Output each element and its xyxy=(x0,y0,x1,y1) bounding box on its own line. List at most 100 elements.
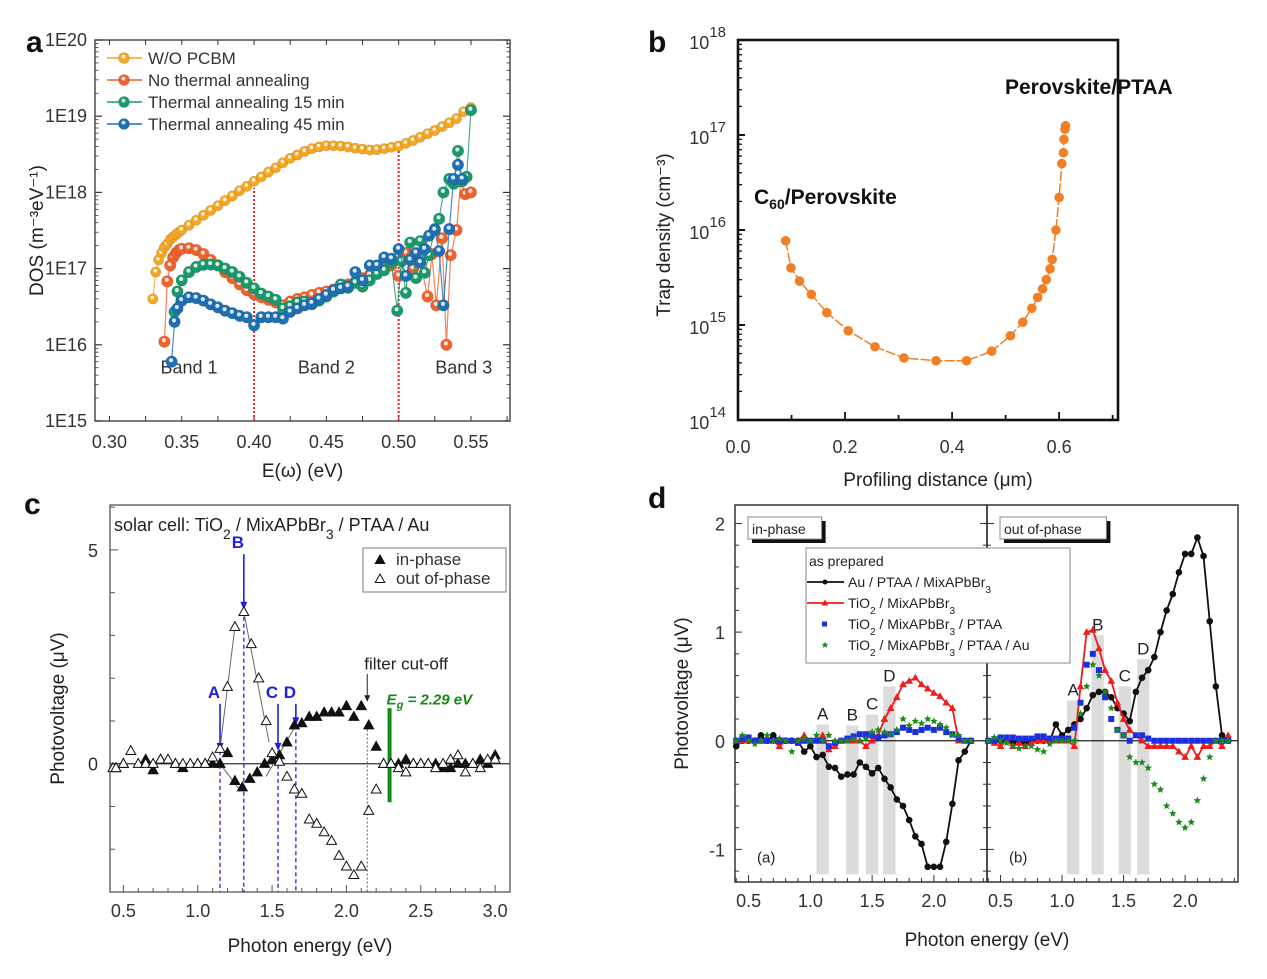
data-point xyxy=(190,214,202,226)
data-point xyxy=(812,731,821,739)
data-point xyxy=(961,736,969,744)
data-point xyxy=(399,286,412,299)
marker-C: C xyxy=(266,683,282,892)
data-point xyxy=(786,263,796,273)
data-point xyxy=(270,162,282,174)
marker-highlight xyxy=(302,148,306,152)
x-tick-label: 3.0 xyxy=(483,901,508,921)
data-point xyxy=(794,736,802,744)
data-point xyxy=(899,680,907,688)
marker-highlight xyxy=(229,309,234,314)
data-point xyxy=(340,699,353,711)
data-point xyxy=(813,753,820,761)
data-point xyxy=(912,729,919,736)
data-point xyxy=(349,265,362,279)
data-point xyxy=(191,757,204,768)
marker-highlight xyxy=(193,294,198,299)
data-point xyxy=(161,275,174,288)
legend-label: TiO2 / MixAPbBr3 / PTAA xyxy=(848,616,1003,638)
panel-a: a 1E15 1E16 1E17 1E18 1E19 1E20 0.30 0.35 0.40 0.4… xyxy=(26,26,511,482)
filter-cutoff-label: filter cut-off xyxy=(364,655,448,674)
marker-highlight xyxy=(179,276,184,281)
marker-highlight xyxy=(424,293,430,298)
marker-highlight xyxy=(121,98,126,103)
data-point xyxy=(893,729,900,736)
data-point xyxy=(918,726,925,733)
data-point xyxy=(825,731,833,739)
marker-highlight xyxy=(222,265,227,270)
data-point xyxy=(400,753,412,764)
data-point xyxy=(447,172,460,186)
data-point xyxy=(325,834,338,845)
marker-highlight xyxy=(200,250,205,255)
y-axis-title: Photovoltage (μV) xyxy=(672,617,693,769)
data-point xyxy=(377,757,390,768)
marker-highlight xyxy=(433,301,438,306)
x-tick-label: 2.0 xyxy=(1173,891,1198,911)
marker-highlight xyxy=(200,261,205,266)
data-point xyxy=(281,770,293,781)
marker-highlight xyxy=(432,226,437,231)
legend-swatch xyxy=(374,572,386,583)
y-tick-label: 1E18 xyxy=(45,182,87,202)
data-point xyxy=(348,710,360,721)
data-point xyxy=(1224,736,1232,744)
legend-swatch-marker xyxy=(118,74,130,86)
data-point xyxy=(212,200,224,212)
data-point xyxy=(775,742,784,749)
series-line xyxy=(173,110,472,312)
data-point xyxy=(1193,796,1202,804)
band-label: D xyxy=(1137,639,1149,658)
marker-highlight xyxy=(294,304,299,310)
data-point xyxy=(1125,725,1134,733)
data-point xyxy=(862,742,870,749)
data-point xyxy=(1181,753,1189,760)
marker-highlight xyxy=(251,178,256,182)
data-point xyxy=(831,736,839,744)
legend-swatch-marker xyxy=(821,599,829,606)
data-point xyxy=(404,236,417,249)
data-point xyxy=(1071,724,1078,731)
data-point xyxy=(1032,292,1043,303)
chart-title: solar cell: TiO2 / MixAPbBr3 / PTAA / Au xyxy=(114,515,429,542)
marker-highlight xyxy=(413,274,418,279)
data-point xyxy=(310,817,323,828)
marker-arrow-head xyxy=(292,717,300,726)
data-point xyxy=(1125,753,1134,761)
data-point xyxy=(849,734,858,742)
y-tick-label: 2 xyxy=(715,514,725,534)
marker-highlight xyxy=(200,297,205,302)
data-point xyxy=(881,775,888,783)
data-point xyxy=(252,671,265,683)
data-point xyxy=(437,299,450,312)
data-point xyxy=(1095,671,1103,679)
legend-swatch-marker xyxy=(822,579,828,585)
data-point xyxy=(340,860,353,871)
marker-highlight xyxy=(265,293,270,298)
data-point xyxy=(1144,763,1152,772)
data-point xyxy=(1138,758,1146,766)
series-3 xyxy=(984,660,1232,831)
data-point xyxy=(221,680,234,691)
marker-highlight xyxy=(208,261,213,266)
series-out-of-phase xyxy=(107,605,501,880)
marker-label: C xyxy=(266,683,278,702)
series-3 xyxy=(165,158,469,368)
data-point xyxy=(251,766,264,777)
y-tick-label: 1E19 xyxy=(45,106,87,126)
data-point xyxy=(1003,734,1010,741)
legend-label: TiO2 / MixAPbBr3 / PTAA / Au xyxy=(848,637,1030,659)
data-point xyxy=(171,285,184,298)
data-point xyxy=(837,773,845,780)
data-point xyxy=(362,804,375,815)
data-point xyxy=(1033,736,1042,744)
data-point xyxy=(822,307,832,318)
marker-highlight xyxy=(418,134,422,138)
data-point xyxy=(917,680,926,688)
data-point xyxy=(800,734,808,742)
x-tick-label: 0.6 xyxy=(1047,437,1072,457)
data-point xyxy=(273,755,286,766)
marker-highlight xyxy=(316,295,321,300)
data-point xyxy=(1169,737,1176,744)
